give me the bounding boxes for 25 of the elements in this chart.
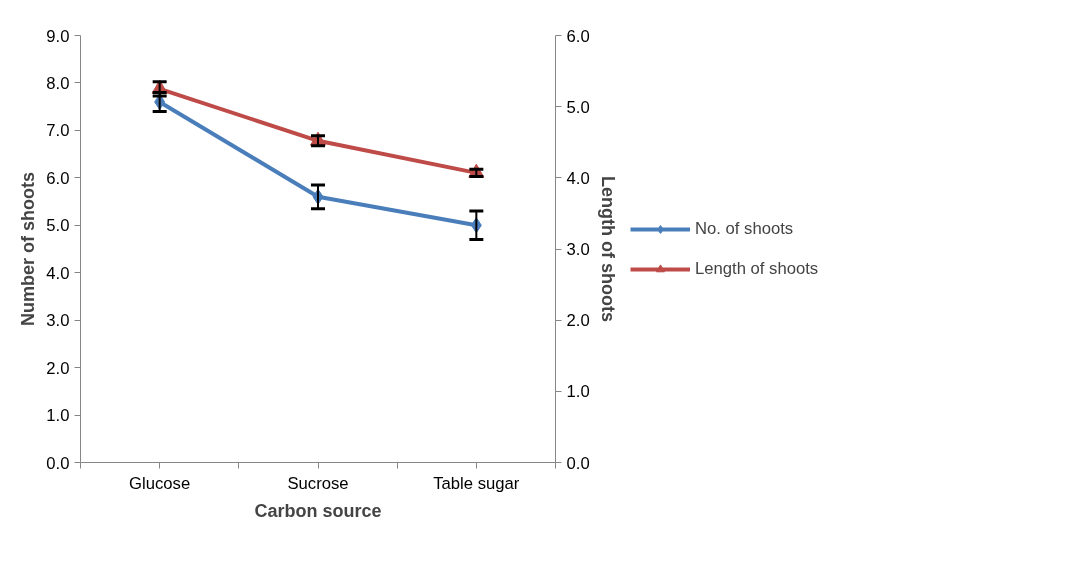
y-tick-label: 2.0 xyxy=(46,358,70,378)
y-tick-label: 1.0 xyxy=(46,406,70,426)
y2-tick-label: 2.0 xyxy=(566,311,590,331)
y-tick-label: 9.0 xyxy=(46,26,70,46)
y-tick-label: 8.0 xyxy=(46,73,70,93)
y2-axis-title: Length of shoots xyxy=(597,176,618,322)
y-tick-label: 5.0 xyxy=(46,216,70,236)
legend-label: Length of shoots xyxy=(695,258,819,279)
y-tick-label: 4.0 xyxy=(46,263,70,283)
y2-tick-label: 3.0 xyxy=(566,240,590,259)
y2-tick-label: 1.0 xyxy=(566,382,590,402)
x-tick-label: Glucose xyxy=(129,473,191,493)
y2-tick-label: 4.0 xyxy=(566,168,590,188)
y2-tick-label: 0.0 xyxy=(566,453,590,473)
y-tick-label: 3.0 xyxy=(46,311,70,331)
y-tick-label: 7.0 xyxy=(46,121,70,141)
y-tick-label: 6.0 xyxy=(46,168,70,188)
legend-label: No. of shoots xyxy=(695,218,794,239)
y-tick-label: 0.0 xyxy=(46,453,70,473)
y2-tick-label: 5.0 xyxy=(566,97,590,117)
x-tick-label: Table sugar xyxy=(433,473,520,493)
x-tick-label: Sucrose xyxy=(287,473,349,493)
y-axis-title: Number of shoots xyxy=(18,171,39,326)
y2-tick-label: 6.0 xyxy=(566,26,590,46)
x-axis-title: Carbon source xyxy=(254,500,382,521)
